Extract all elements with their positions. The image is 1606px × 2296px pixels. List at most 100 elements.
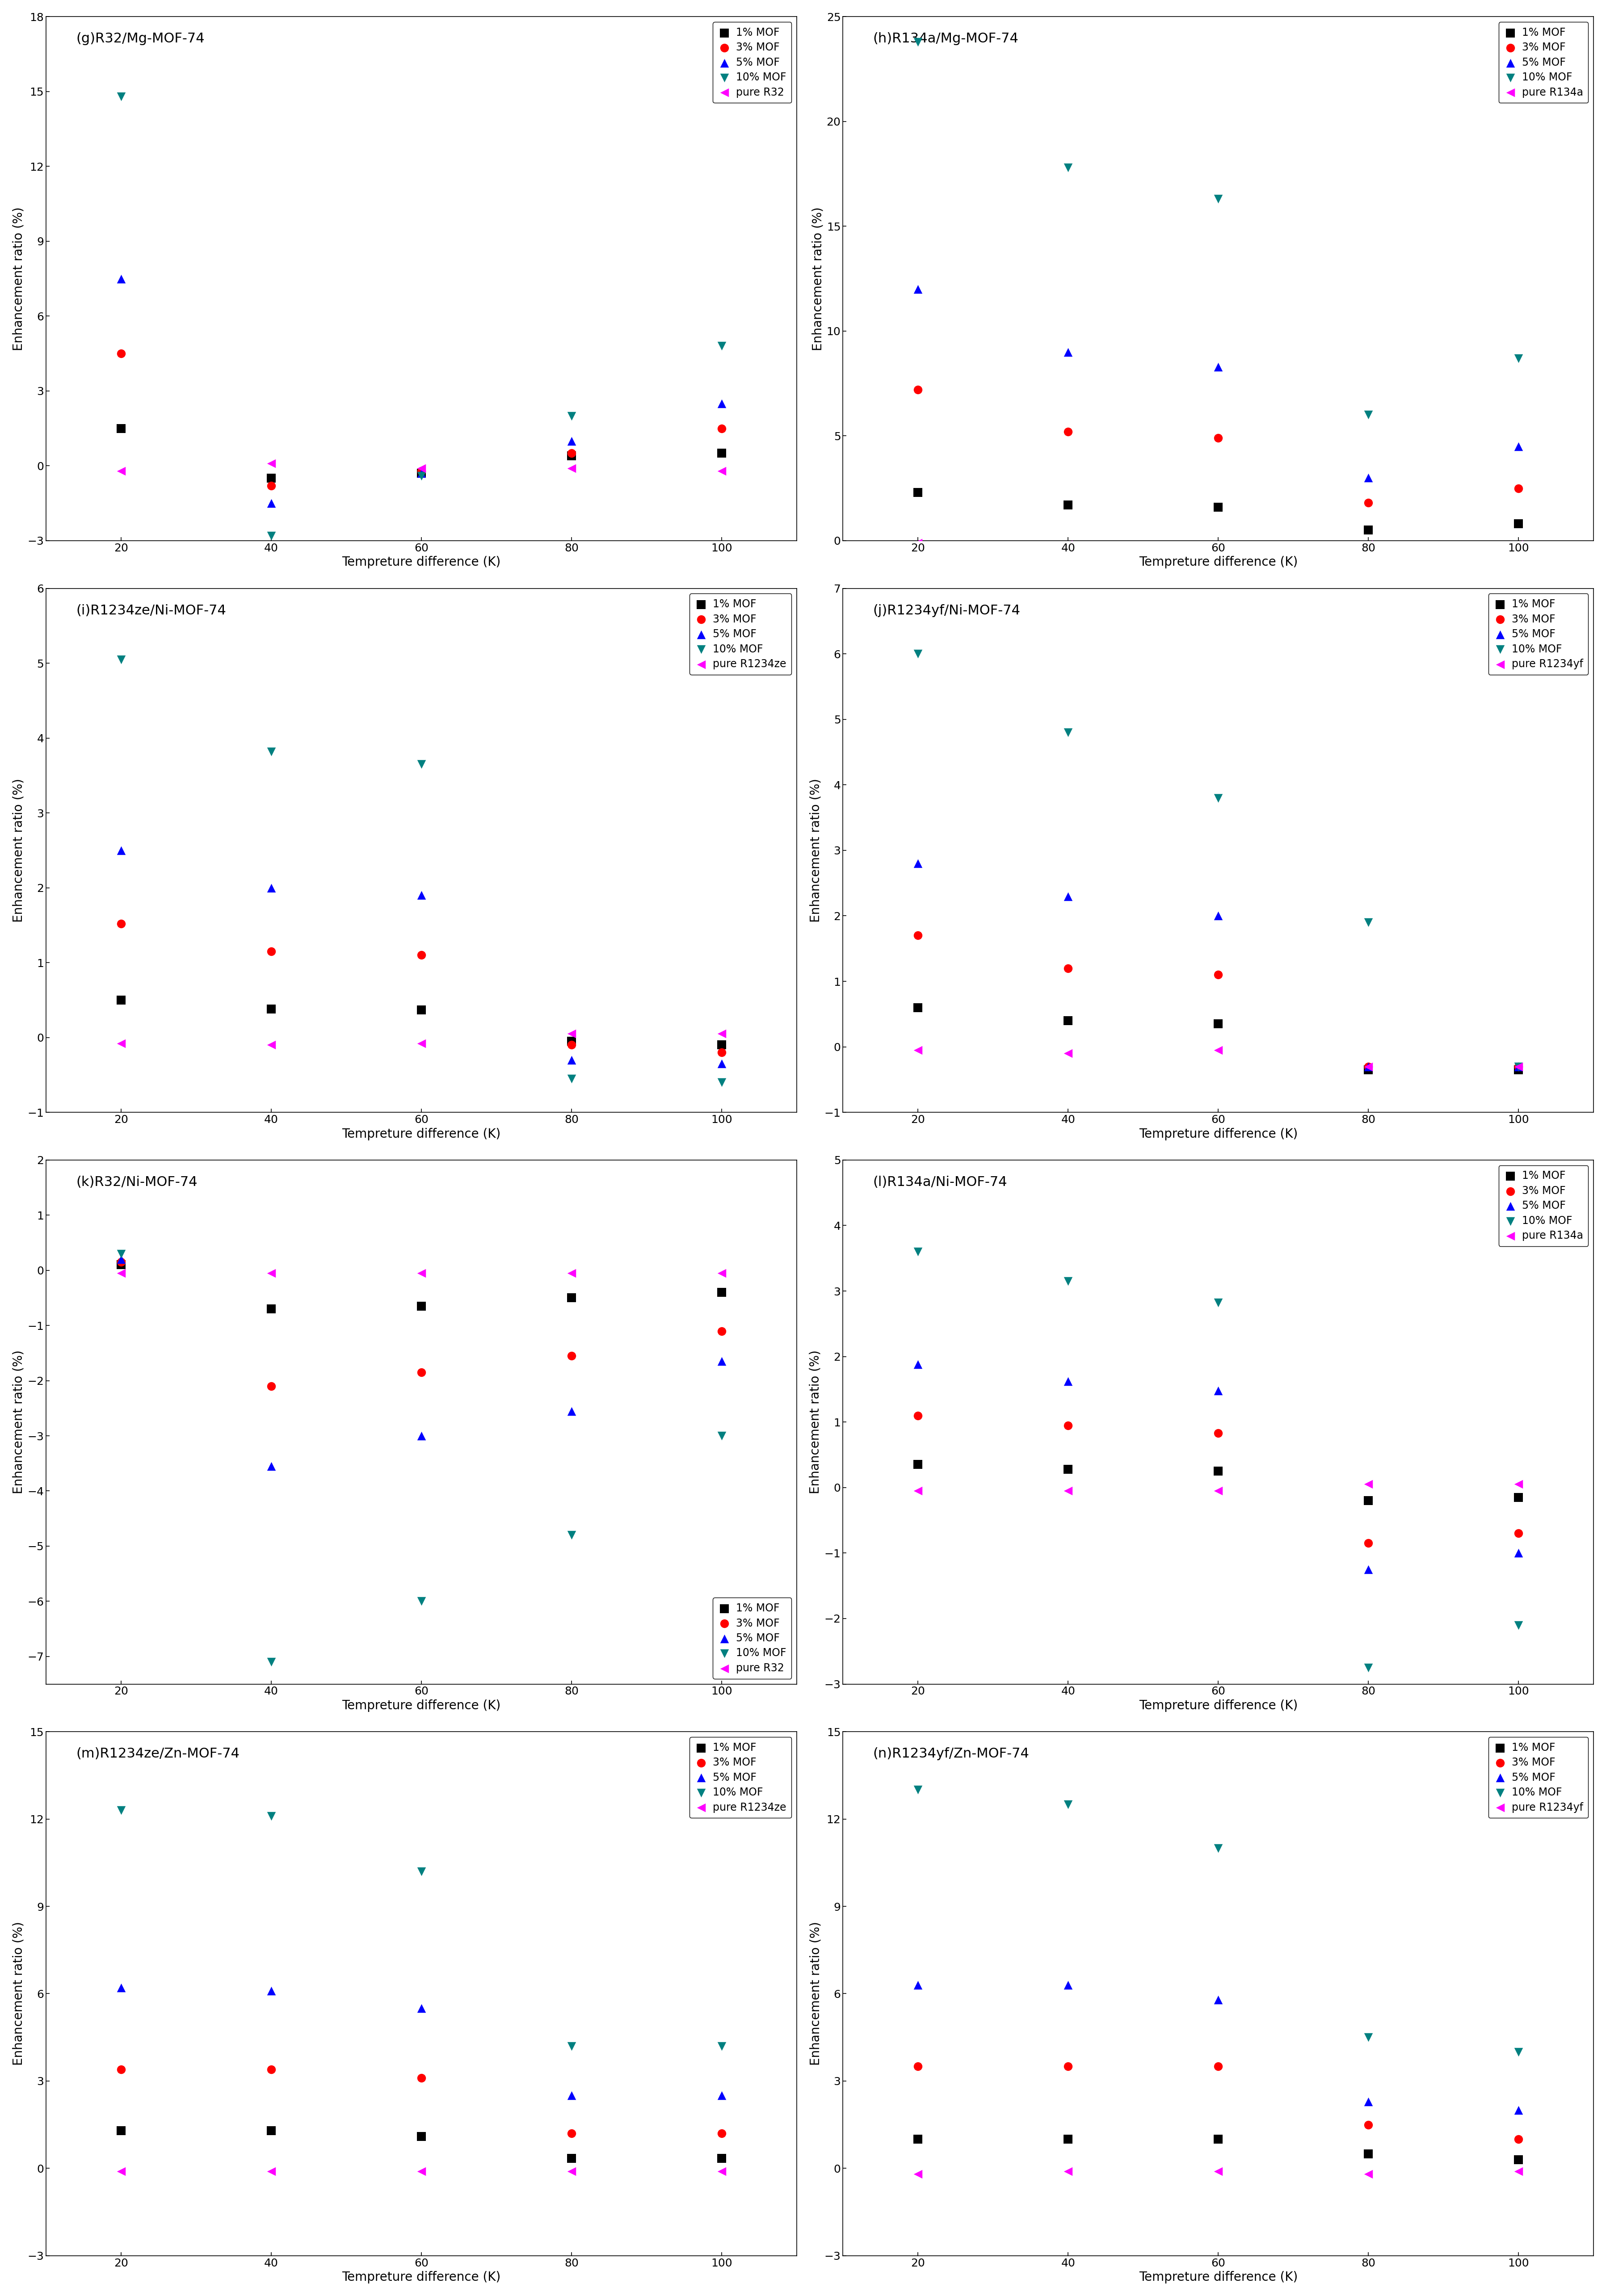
pure R1234yf bbox=[906, 2156, 931, 2193]
3% MOF bbox=[408, 1355, 434, 1391]
1% MOF bbox=[559, 439, 585, 475]
Legend: 1% MOF, 3% MOF, 5% MOF, 10% MOF, pure R1234yf: 1% MOF, 3% MOF, 5% MOF, 10% MOF, pure R1… bbox=[1489, 1738, 1588, 1818]
X-axis label: Tempreture difference (K): Tempreture difference (K) bbox=[1139, 2271, 1298, 2285]
pure R32 bbox=[259, 445, 284, 482]
pure R1234yf bbox=[1355, 1049, 1381, 1086]
pure R32 bbox=[559, 1254, 585, 1290]
5% MOF bbox=[1506, 427, 1532, 464]
Legend: 1% MOF, 3% MOF, 5% MOF, 10% MOF, pure R134a: 1% MOF, 3% MOF, 5% MOF, 10% MOF, pure R1… bbox=[1498, 23, 1588, 103]
5% MOF bbox=[259, 484, 284, 521]
pure R1234ze bbox=[108, 2154, 133, 2190]
10% MOF bbox=[1206, 181, 1232, 218]
Legend: 1% MOF, 3% MOF, 5% MOF, 10% MOF, pure R1234ze: 1% MOF, 3% MOF, 5% MOF, 10% MOF, pure R1… bbox=[689, 595, 792, 675]
Text: (m)R1234ze/Zn-MOF-74: (m)R1234ze/Zn-MOF-74 bbox=[75, 1747, 239, 1761]
3% MOF bbox=[708, 411, 734, 448]
5% MOF bbox=[559, 422, 585, 459]
3% MOF bbox=[906, 372, 931, 409]
X-axis label: Tempreture difference (K): Tempreture difference (K) bbox=[342, 1127, 501, 1141]
10% MOF bbox=[906, 636, 931, 673]
10% MOF bbox=[1506, 1607, 1532, 1644]
3% MOF bbox=[559, 1339, 585, 1375]
1% MOF bbox=[108, 983, 133, 1019]
5% MOF bbox=[1355, 1049, 1381, 1086]
pure R1234yf bbox=[906, 1031, 931, 1068]
3% MOF bbox=[259, 932, 284, 969]
5% MOF bbox=[1506, 1049, 1532, 1086]
1% MOF bbox=[259, 459, 284, 496]
Text: (l)R134a/Ni-MOF-74: (l)R134a/Ni-MOF-74 bbox=[874, 1176, 1007, 1189]
5% MOF bbox=[559, 1394, 585, 1430]
5% MOF bbox=[708, 1045, 734, 1081]
pure R1234ze bbox=[259, 2154, 284, 2190]
3% MOF bbox=[1506, 471, 1532, 507]
3% MOF bbox=[408, 452, 434, 489]
3% MOF bbox=[708, 1033, 734, 1070]
5% MOF bbox=[1055, 1968, 1081, 2004]
1% MOF bbox=[259, 1290, 284, 1327]
1% MOF bbox=[708, 2140, 734, 2177]
10% MOF bbox=[559, 397, 585, 434]
3% MOF bbox=[259, 1368, 284, 1405]
5% MOF bbox=[108, 1970, 133, 2007]
5% MOF bbox=[906, 1345, 931, 1382]
10% MOF bbox=[1055, 714, 1081, 751]
Legend: 1% MOF, 3% MOF, 5% MOF, 10% MOF, pure R134a: 1% MOF, 3% MOF, 5% MOF, 10% MOF, pure R1… bbox=[1498, 1166, 1588, 1247]
5% MOF bbox=[1506, 2092, 1532, 2128]
pure R1234ze bbox=[259, 1026, 284, 1063]
10% MOF bbox=[906, 1233, 931, 1270]
1% MOF bbox=[906, 990, 931, 1026]
pure R32 bbox=[408, 1254, 434, 1290]
5% MOF bbox=[259, 870, 284, 907]
1% MOF bbox=[906, 473, 931, 510]
10% MOF bbox=[559, 1061, 585, 1097]
1% MOF bbox=[559, 2140, 585, 2177]
pure R1234ze bbox=[408, 1024, 434, 1061]
pure R1234ze bbox=[559, 1015, 585, 1052]
3% MOF bbox=[1506, 1515, 1532, 1552]
1% MOF bbox=[1206, 1006, 1232, 1042]
pure R134a bbox=[1506, 526, 1532, 563]
pure R1234ze bbox=[108, 1024, 133, 1061]
3% MOF bbox=[408, 2060, 434, 2096]
3% MOF bbox=[1055, 1407, 1081, 1444]
1% MOF bbox=[906, 2122, 931, 2158]
10% MOF bbox=[259, 1644, 284, 1681]
Legend: 1% MOF, 3% MOF, 5% MOF, 10% MOF, pure R32: 1% MOF, 3% MOF, 5% MOF, 10% MOF, pure R3… bbox=[713, 23, 792, 103]
pure R134a bbox=[1055, 526, 1081, 563]
pure R134a bbox=[1206, 1472, 1232, 1508]
pure R134a bbox=[906, 523, 931, 560]
1% MOF bbox=[1206, 2122, 1232, 2158]
10% MOF bbox=[408, 1582, 434, 1619]
10% MOF bbox=[408, 457, 434, 494]
1% MOF bbox=[1355, 1052, 1381, 1088]
Y-axis label: Enhancement ratio (%): Enhancement ratio (%) bbox=[13, 1350, 26, 1495]
1% MOF bbox=[708, 1274, 734, 1311]
5% MOF bbox=[1206, 1981, 1232, 2018]
10% MOF bbox=[1206, 1283, 1232, 1320]
Text: (k)R32/Ni-MOF-74: (k)R32/Ni-MOF-74 bbox=[75, 1176, 198, 1189]
10% MOF bbox=[906, 23, 931, 60]
1% MOF bbox=[906, 1446, 931, 1483]
10% MOF bbox=[1055, 1786, 1081, 1823]
X-axis label: Tempreture difference (K): Tempreture difference (K) bbox=[342, 556, 501, 569]
1% MOF bbox=[1506, 1479, 1532, 1515]
X-axis label: Tempreture difference (K): Tempreture difference (K) bbox=[342, 2271, 501, 2285]
1% MOF bbox=[108, 411, 133, 448]
3% MOF bbox=[1055, 2048, 1081, 2085]
pure R134a bbox=[1355, 1465, 1381, 1502]
10% MOF bbox=[108, 641, 133, 677]
3% MOF bbox=[559, 434, 585, 471]
1% MOF bbox=[1055, 2122, 1081, 2158]
3% MOF bbox=[1206, 2048, 1232, 2085]
10% MOF bbox=[1355, 397, 1381, 434]
pure R134a bbox=[1506, 1465, 1532, 1502]
pure R32 bbox=[259, 1254, 284, 1290]
10% MOF bbox=[1355, 2018, 1381, 2055]
3% MOF bbox=[1355, 484, 1381, 521]
3% MOF bbox=[108, 335, 133, 372]
1% MOF bbox=[559, 1279, 585, 1316]
3% MOF bbox=[408, 937, 434, 974]
Legend: 1% MOF, 3% MOF, 5% MOF, 10% MOF, pure R1234ze: 1% MOF, 3% MOF, 5% MOF, 10% MOF, pure R1… bbox=[689, 1738, 792, 1818]
Y-axis label: Enhancement ratio (%): Enhancement ratio (%) bbox=[811, 207, 824, 351]
5% MOF bbox=[559, 2078, 585, 2115]
